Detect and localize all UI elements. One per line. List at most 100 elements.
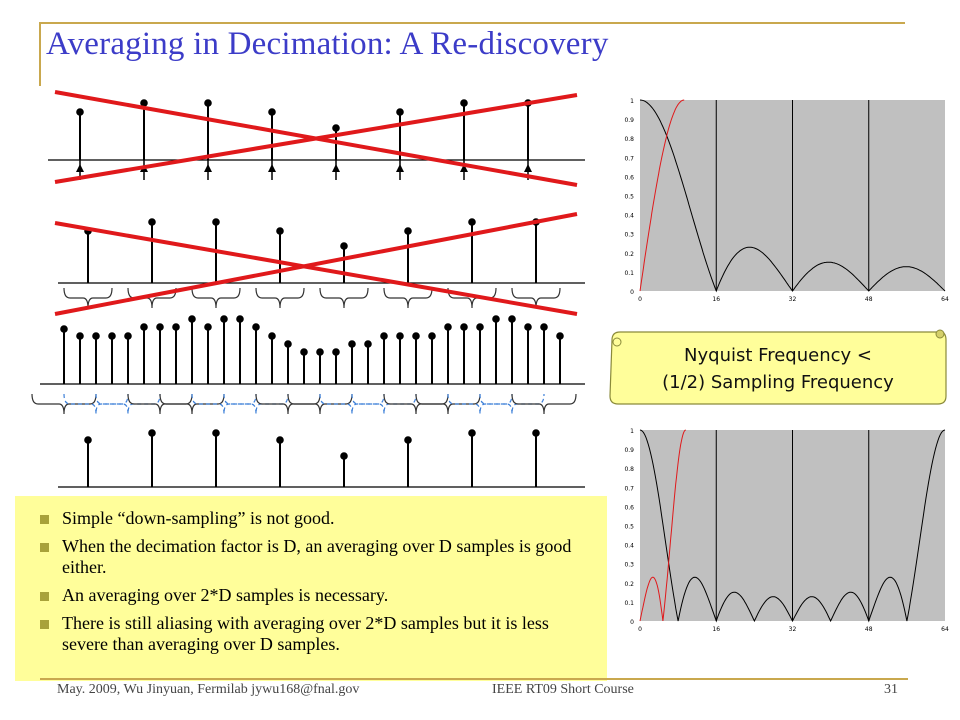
x-tick-label: 32 bbox=[789, 296, 797, 303]
brace bbox=[383, 287, 433, 309]
sample-dot bbox=[276, 436, 284, 444]
square-bullet-icon bbox=[40, 515, 49, 524]
sample-dot bbox=[60, 325, 68, 333]
brace-dashed bbox=[95, 393, 161, 415]
brace-dashed bbox=[447, 393, 513, 415]
slide-title: Averaging in Decimation: A Re-discovery bbox=[46, 26, 609, 62]
y-tick-label: 0.2 bbox=[624, 251, 634, 258]
arrow-head-icon bbox=[76, 164, 84, 172]
brace-dashed bbox=[223, 393, 289, 415]
sample-dot bbox=[220, 315, 228, 323]
callout-line-2: (1/2) Sampling Frequency bbox=[662, 372, 894, 393]
sample-dot bbox=[468, 429, 476, 437]
brace-dashed bbox=[351, 393, 417, 415]
sample-dot bbox=[252, 323, 260, 331]
sample-dot bbox=[444, 323, 452, 331]
brace bbox=[159, 393, 225, 415]
bullet-item: An averaging over 2*D samples is necessa… bbox=[35, 585, 597, 606]
arrow-head-icon bbox=[268, 164, 276, 172]
plot-gridlines bbox=[715, 100, 870, 291]
sample-dot bbox=[460, 99, 468, 107]
bullet-item: There is still aliasing with averaging o… bbox=[35, 613, 597, 655]
sample-dot bbox=[212, 218, 220, 226]
sample-dot bbox=[468, 218, 476, 226]
sample-dot bbox=[140, 323, 148, 331]
brace bbox=[255, 287, 305, 309]
sample-dot bbox=[396, 108, 404, 116]
alias-curve bbox=[639, 99, 685, 292]
sample-dot bbox=[124, 332, 132, 340]
sample-dot bbox=[92, 332, 100, 340]
footer-course: IEEE RT09 Short Course bbox=[492, 682, 634, 697]
y-tick-label: 0.1 bbox=[624, 600, 634, 607]
brace bbox=[191, 287, 241, 309]
response-plot-top: 0 0.1 0.2 0.3 0.4 0.5 0.6 0.7 0.8 0.9 1 0 16 32 48 64 bbox=[624, 98, 949, 303]
stem-row-averaged bbox=[58, 429, 585, 488]
brace bbox=[511, 393, 577, 415]
sample-dot bbox=[172, 323, 180, 331]
sample-dot bbox=[556, 332, 564, 340]
y-tick-label: 0.3 bbox=[624, 562, 634, 569]
sample-dot bbox=[268, 108, 276, 116]
brace bbox=[383, 393, 449, 415]
y-tick-label: 1 bbox=[630, 428, 634, 435]
sample-dot bbox=[108, 332, 116, 340]
sample-dot bbox=[540, 323, 548, 331]
sample-dot bbox=[460, 323, 468, 331]
y-tick-label: 0.9 bbox=[624, 117, 634, 124]
y-tick-label: 0.7 bbox=[624, 485, 634, 492]
bullet-text: An averaging over 2*D samples is necessa… bbox=[62, 585, 389, 605]
arrow-head-icon bbox=[332, 164, 340, 172]
alias-curve bbox=[639, 429, 686, 622]
sample-dot bbox=[204, 323, 212, 331]
stem-row-input bbox=[48, 99, 585, 180]
callout-line-1: Nyquist Frequency < bbox=[684, 345, 872, 366]
sample-dot bbox=[348, 340, 356, 348]
x-tick-label: 0 bbox=[638, 296, 642, 303]
sample-dot bbox=[508, 315, 516, 323]
footer-page-number: 31 bbox=[884, 682, 898, 697]
y-tick-label: 0.5 bbox=[624, 524, 634, 531]
y-tick-label: 0.9 bbox=[624, 447, 634, 454]
sample-dot bbox=[332, 348, 340, 356]
sample-dot bbox=[316, 348, 324, 356]
arrow-head-icon bbox=[204, 164, 212, 172]
x-tick-label: 48 bbox=[865, 626, 873, 633]
bullet-item: When the decimation factor is D, an aver… bbox=[35, 536, 597, 578]
sample-dot bbox=[404, 436, 412, 444]
x-tick-label: 64 bbox=[941, 626, 949, 633]
brace bbox=[255, 393, 321, 415]
sample-dot bbox=[284, 340, 292, 348]
y-tick-label: 0.3 bbox=[624, 232, 634, 239]
sample-dot bbox=[156, 323, 164, 331]
square-bullet-icon bbox=[40, 592, 49, 601]
frame-top-rule bbox=[39, 22, 905, 24]
x-tick-labels: 0 16 32 48 64 bbox=[638, 626, 949, 633]
sample-dot bbox=[412, 332, 420, 340]
y-tick-label: 0.8 bbox=[624, 136, 634, 143]
x-tick-labels: 0 16 32 48 64 bbox=[638, 296, 949, 303]
magnitude-curve bbox=[639, 99, 946, 293]
y-tick-label: 0.5 bbox=[624, 194, 634, 201]
sample-dot bbox=[340, 242, 348, 250]
sample-dot bbox=[532, 429, 540, 437]
y-tick-label: 0.2 bbox=[624, 581, 634, 588]
y-tick-label: 0.7 bbox=[624, 155, 634, 162]
stem-row-dense bbox=[40, 315, 585, 385]
brace-dashed bbox=[319, 393, 385, 415]
sample-dot bbox=[340, 452, 348, 460]
sample-dot bbox=[236, 315, 244, 323]
footer-rule bbox=[40, 678, 908, 680]
y-tick-label: 0 bbox=[630, 619, 634, 626]
y-tick-label: 0.6 bbox=[624, 504, 634, 511]
y-tick-label: 0.4 bbox=[624, 213, 634, 220]
y-tick-label: 0.4 bbox=[624, 543, 634, 550]
brace bbox=[319, 287, 369, 309]
sample-dot bbox=[76, 332, 84, 340]
cross-line-top-b bbox=[54, 93, 578, 184]
callout-scroll-curl-left bbox=[612, 337, 622, 347]
sample-dot bbox=[492, 315, 500, 323]
x-tick-label: 16 bbox=[712, 296, 720, 303]
y-tick-label: 0.8 bbox=[624, 466, 634, 473]
